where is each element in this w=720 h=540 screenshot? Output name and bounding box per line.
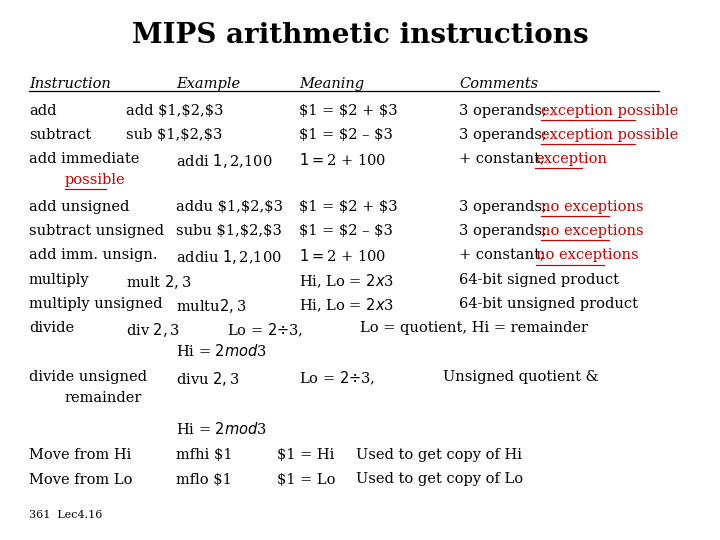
Text: 64-bit unsigned product: 64-bit unsigned product	[459, 297, 639, 311]
Text: MIPS arithmetic instructions: MIPS arithmetic instructions	[132, 22, 588, 49]
Text: 3 operands;: 3 operands;	[459, 200, 552, 214]
Text: 3 operands;: 3 operands;	[459, 128, 552, 142]
Text: Lo = $2 ÷ $3,: Lo = $2 ÷ $3,	[227, 321, 303, 339]
Text: no exceptions: no exceptions	[536, 248, 639, 262]
Text: multu$2,$3: multu$2,$3	[176, 297, 247, 315]
Text: mfhi $1: mfhi $1	[176, 448, 233, 462]
Text: Comments: Comments	[459, 77, 539, 91]
Text: possible: possible	[65, 173, 125, 187]
Text: Hi = $2 mod $3: Hi = $2 mod $3	[176, 343, 267, 359]
Text: Used to get copy of Hi: Used to get copy of Hi	[356, 448, 523, 462]
Text: 3 operands;: 3 operands;	[459, 104, 552, 118]
Text: add imm. unsign.: add imm. unsign.	[29, 248, 157, 262]
Text: Hi, Lo = $2 x $3: Hi, Lo = $2 x $3	[299, 297, 394, 314]
Text: Move from Hi: Move from Hi	[29, 448, 131, 462]
Text: + constant;: + constant;	[459, 248, 550, 262]
Text: multiply: multiply	[29, 273, 89, 287]
Text: Example: Example	[176, 77, 240, 91]
Text: remainder: remainder	[65, 392, 142, 406]
Text: $1 = $2 + $3: $1 = $2 + $3	[299, 104, 397, 118]
Text: 64-bit signed product: 64-bit signed product	[459, 273, 619, 287]
Text: Instruction: Instruction	[29, 77, 111, 91]
Text: Lo = quotient, Hi = remainder: Lo = quotient, Hi = remainder	[360, 321, 588, 335]
Text: no exceptions: no exceptions	[541, 224, 644, 238]
Text: + constant;: + constant;	[459, 152, 550, 166]
Text: $1 = $2 + $3: $1 = $2 + $3	[299, 200, 397, 214]
Text: subtract unsigned: subtract unsigned	[29, 224, 164, 238]
Text: exception possible: exception possible	[541, 128, 679, 142]
Text: $1 = $2 + 100: $1 = $2 + 100	[299, 248, 386, 265]
Text: add: add	[29, 104, 56, 118]
Text: Meaning: Meaning	[299, 77, 364, 91]
Text: $1 = Lo: $1 = Lo	[277, 472, 336, 487]
Text: no exceptions: no exceptions	[541, 200, 644, 214]
Text: Hi, Lo = $2 x $3: Hi, Lo = $2 x $3	[299, 273, 394, 290]
Text: add unsigned: add unsigned	[29, 200, 129, 214]
Text: divide: divide	[29, 321, 74, 335]
Text: subu $1,$2,$3: subu $1,$2,$3	[176, 224, 282, 238]
Text: Hi = $2 mod $3: Hi = $2 mod $3	[176, 421, 267, 437]
Text: 361  Lec4.16: 361 Lec4.16	[29, 510, 102, 521]
Text: Lo = $2 ÷ $3,: Lo = $2 ÷ $3,	[299, 370, 375, 387]
Text: add immediate: add immediate	[29, 152, 139, 166]
Text: addiu $1,$2,100: addiu $1,$2,100	[176, 248, 282, 266]
Text: subtract: subtract	[29, 128, 91, 142]
Text: 3 operands;: 3 operands;	[459, 224, 552, 238]
Text: Unsigned quotient &: Unsigned quotient &	[443, 370, 598, 384]
Text: $1 = Hi: $1 = Hi	[277, 448, 335, 462]
Text: $1 = $2 – $3: $1 = $2 – $3	[299, 128, 392, 142]
Text: divu $2,$3: divu $2,$3	[176, 370, 240, 388]
Text: mult $2,$3: mult $2,$3	[126, 273, 192, 291]
Text: mflo $1: mflo $1	[176, 472, 232, 487]
Text: divide unsigned: divide unsigned	[29, 370, 147, 384]
Text: div $2,$3: div $2,$3	[126, 321, 180, 339]
Text: exception possible: exception possible	[541, 104, 679, 118]
Text: addu $1,$2,$3: addu $1,$2,$3	[176, 200, 284, 214]
Text: multiply unsigned: multiply unsigned	[29, 297, 162, 311]
Text: add $1,$2,$3: add $1,$2,$3	[126, 104, 223, 118]
Text: $1 = $2 – $3: $1 = $2 – $3	[299, 224, 392, 238]
Text: Move from Lo: Move from Lo	[29, 472, 132, 487]
Text: $1 = $2 + 100: $1 = $2 + 100	[299, 152, 386, 168]
Text: exception: exception	[535, 152, 607, 166]
Text: addi $1,$2,100: addi $1,$2,100	[176, 152, 273, 170]
Text: Used to get copy of Lo: Used to get copy of Lo	[356, 472, 523, 487]
Text: sub $1,$2,$3: sub $1,$2,$3	[126, 128, 222, 142]
